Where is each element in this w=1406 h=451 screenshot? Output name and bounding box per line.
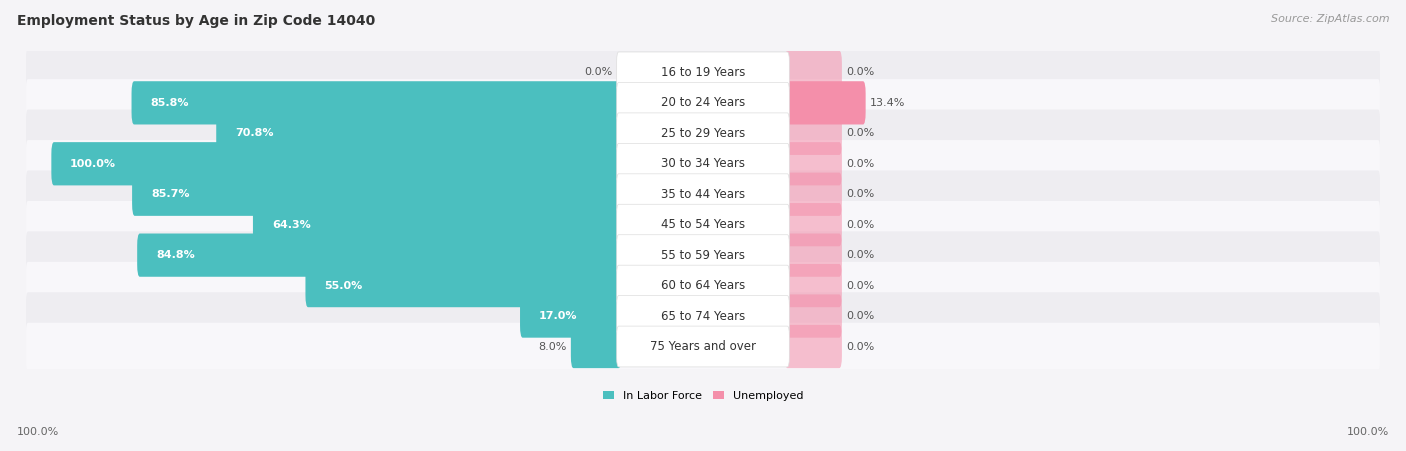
Text: 0.0%: 0.0% xyxy=(846,281,875,290)
FancyBboxPatch shape xyxy=(785,234,842,277)
Text: 25 to 29 Years: 25 to 29 Years xyxy=(661,127,745,140)
Text: 60 to 64 Years: 60 to 64 Years xyxy=(661,279,745,292)
FancyBboxPatch shape xyxy=(217,112,621,155)
FancyBboxPatch shape xyxy=(785,112,842,155)
FancyBboxPatch shape xyxy=(785,142,842,185)
FancyBboxPatch shape xyxy=(27,201,1379,249)
Text: 100.0%: 100.0% xyxy=(1347,428,1389,437)
Text: 100.0%: 100.0% xyxy=(70,159,117,169)
Text: 0.0%: 0.0% xyxy=(846,341,875,351)
FancyBboxPatch shape xyxy=(617,113,789,154)
Text: 35 to 44 Years: 35 to 44 Years xyxy=(661,188,745,201)
Text: 8.0%: 8.0% xyxy=(538,341,567,351)
Text: 17.0%: 17.0% xyxy=(538,311,578,321)
FancyBboxPatch shape xyxy=(27,292,1379,340)
FancyBboxPatch shape xyxy=(305,264,621,307)
FancyBboxPatch shape xyxy=(617,265,789,306)
Text: 64.3%: 64.3% xyxy=(271,220,311,230)
FancyBboxPatch shape xyxy=(27,170,1379,218)
Text: 55 to 59 Years: 55 to 59 Years xyxy=(661,249,745,262)
Text: 0.0%: 0.0% xyxy=(846,189,875,199)
Text: 0.0%: 0.0% xyxy=(846,129,875,138)
Text: Source: ZipAtlas.com: Source: ZipAtlas.com xyxy=(1271,14,1389,23)
FancyBboxPatch shape xyxy=(617,143,789,184)
Text: 100.0%: 100.0% xyxy=(17,428,59,437)
FancyBboxPatch shape xyxy=(138,234,621,277)
FancyBboxPatch shape xyxy=(27,79,1379,127)
Legend: In Labor Force, Unemployed: In Labor Force, Unemployed xyxy=(598,386,808,405)
Text: 20 to 24 Years: 20 to 24 Years xyxy=(661,97,745,109)
Text: 0.0%: 0.0% xyxy=(846,159,875,169)
FancyBboxPatch shape xyxy=(617,326,789,367)
Text: 0.0%: 0.0% xyxy=(846,250,875,260)
FancyBboxPatch shape xyxy=(27,262,1379,309)
FancyBboxPatch shape xyxy=(132,173,621,216)
Text: 0.0%: 0.0% xyxy=(846,220,875,230)
Text: 16 to 19 Years: 16 to 19 Years xyxy=(661,66,745,79)
FancyBboxPatch shape xyxy=(785,51,842,94)
Text: 55.0%: 55.0% xyxy=(325,281,363,290)
FancyBboxPatch shape xyxy=(27,140,1379,188)
Text: 85.8%: 85.8% xyxy=(150,98,188,108)
FancyBboxPatch shape xyxy=(617,296,789,336)
Text: 13.4%: 13.4% xyxy=(869,98,905,108)
FancyBboxPatch shape xyxy=(571,325,621,368)
FancyBboxPatch shape xyxy=(253,203,621,246)
Text: 30 to 34 Years: 30 to 34 Years xyxy=(661,157,745,170)
FancyBboxPatch shape xyxy=(617,83,789,123)
FancyBboxPatch shape xyxy=(785,203,842,246)
FancyBboxPatch shape xyxy=(617,204,789,245)
FancyBboxPatch shape xyxy=(785,325,842,368)
Text: 65 to 74 Years: 65 to 74 Years xyxy=(661,309,745,322)
Text: 0.0%: 0.0% xyxy=(846,67,875,78)
FancyBboxPatch shape xyxy=(785,295,842,338)
Text: 84.8%: 84.8% xyxy=(156,250,195,260)
FancyBboxPatch shape xyxy=(785,264,842,307)
FancyBboxPatch shape xyxy=(617,235,789,276)
FancyBboxPatch shape xyxy=(52,142,621,185)
Text: 45 to 54 Years: 45 to 54 Years xyxy=(661,218,745,231)
FancyBboxPatch shape xyxy=(617,52,789,93)
FancyBboxPatch shape xyxy=(27,110,1379,157)
Text: 0.0%: 0.0% xyxy=(583,67,612,78)
FancyBboxPatch shape xyxy=(27,231,1379,279)
Text: 70.8%: 70.8% xyxy=(235,129,274,138)
FancyBboxPatch shape xyxy=(520,295,621,338)
FancyBboxPatch shape xyxy=(27,323,1379,370)
FancyBboxPatch shape xyxy=(785,81,866,124)
FancyBboxPatch shape xyxy=(27,49,1379,96)
Text: 0.0%: 0.0% xyxy=(846,311,875,321)
Text: 85.7%: 85.7% xyxy=(150,189,190,199)
FancyBboxPatch shape xyxy=(132,81,621,124)
Text: 75 Years and over: 75 Years and over xyxy=(650,340,756,353)
FancyBboxPatch shape xyxy=(617,174,789,215)
FancyBboxPatch shape xyxy=(785,173,842,216)
Text: Employment Status by Age in Zip Code 14040: Employment Status by Age in Zip Code 140… xyxy=(17,14,375,28)
